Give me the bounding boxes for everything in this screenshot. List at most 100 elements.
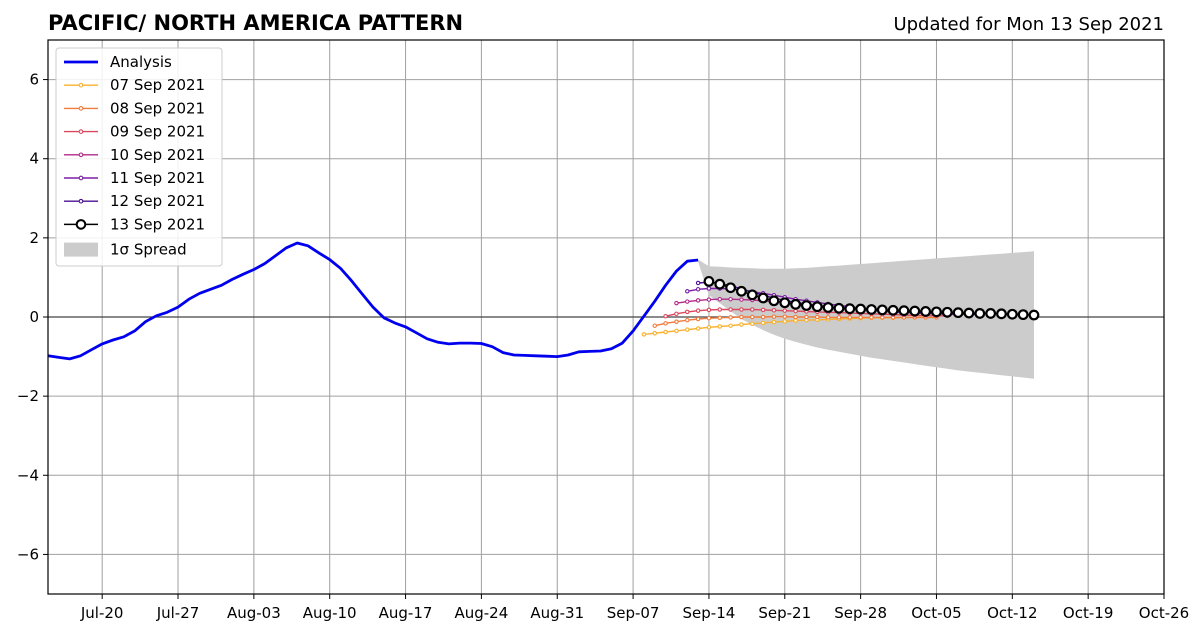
forecast-point — [706, 297, 712, 302]
y-tick-label: −6 — [17, 545, 39, 563]
x-tick-label: Jul-20 — [80, 604, 124, 622]
current-forecast-point — [920, 306, 932, 317]
legend-label: 11 Sep 2021 — [110, 169, 205, 187]
y-tick-label: 6 — [29, 71, 39, 89]
legend-label: 08 Sep 2021 — [110, 99, 205, 117]
forecast-point — [760, 314, 766, 320]
forecast-point — [717, 315, 723, 321]
forecast-point — [695, 298, 701, 303]
forecast-point — [685, 317, 690, 323]
x-tick-label: Jul-27 — [156, 604, 200, 622]
x-tick-label: Sep-21 — [758, 604, 811, 622]
legend-forecast-marker — [78, 152, 84, 158]
plot-area: Jul-20 Jul-27 Aug-03 Aug-10 Aug-17 Aug-24 Aug-… — [17, 39, 1189, 622]
forecast-point — [760, 307, 766, 313]
forecast-point — [695, 287, 701, 292]
forecast-point — [685, 299, 690, 304]
forecast-point — [706, 307, 712, 313]
legend-box — [55, 47, 223, 267]
forecast-point — [717, 324, 723, 329]
x-tick-label: Sep-14 — [683, 604, 736, 622]
forecast-point — [750, 307, 755, 312]
forecast-point — [695, 316, 701, 322]
forecast-point — [674, 311, 679, 317]
forecast-point — [695, 280, 701, 286]
chart-subtitle: Updated for Mon 13 Sep 2021 — [893, 14, 1164, 35]
forecast-point — [815, 314, 820, 320]
current-forecast-point — [746, 289, 758, 301]
current-forecast-point — [974, 308, 986, 319]
forecast-point — [728, 296, 733, 302]
legend-forecast-marker — [78, 129, 84, 134]
forecast-point — [793, 314, 798, 320]
y-tick-label: 2 — [29, 229, 39, 247]
forecast-point — [706, 325, 712, 330]
legend-current-marker — [75, 219, 87, 230]
forecast-point — [674, 328, 679, 334]
forecast-point — [652, 323, 658, 328]
x-tick-label: Aug-17 — [379, 604, 433, 622]
forecast-point — [739, 322, 744, 327]
current-forecast-point — [876, 304, 888, 316]
x-tick-label: Oct-05 — [911, 604, 961, 622]
forecast-point — [641, 332, 647, 337]
legend-forecast-marker — [78, 198, 84, 204]
legend-forecast-marker — [78, 106, 84, 111]
current-forecast-point — [811, 301, 823, 313]
current-forecast-point — [768, 295, 780, 307]
forecast-point — [674, 300, 679, 306]
forecast-point — [782, 319, 788, 324]
current-forecast-point — [855, 303, 867, 315]
current-forecast-point — [790, 298, 802, 310]
x-tick-label: Aug-03 — [227, 604, 281, 622]
current-forecast-point — [952, 307, 964, 319]
forecast-point — [739, 297, 744, 302]
current-forecast-point — [887, 304, 899, 316]
legend-label: 10 Sep 2021 — [110, 146, 205, 164]
current-forecast-point — [898, 305, 910, 317]
forecast-point — [706, 315, 712, 321]
current-forecast-point — [1006, 308, 1018, 320]
forecast-point — [663, 313, 668, 319]
x-tick-label: Aug-24 — [454, 604, 508, 622]
forecast-point — [782, 314, 788, 319]
legend-forecast-marker — [78, 175, 84, 181]
legend-label: 1σ Spread — [110, 241, 187, 259]
analysis-line — [47, 241, 699, 361]
forecast-point — [685, 289, 690, 294]
legend-label: 07 Sep 2021 — [110, 76, 205, 94]
forecast-point — [739, 314, 744, 320]
current-forecast-point — [1017, 309, 1029, 321]
current-forecast-point — [931, 306, 942, 318]
x-tick-label: Oct-19 — [1063, 604, 1113, 622]
current-forecast-point — [822, 302, 834, 313]
forecast-point — [760, 320, 766, 326]
forecast-point — [739, 307, 744, 312]
y-tick-label: −4 — [17, 466, 39, 484]
x-tick-label: Sep-28 — [834, 604, 887, 622]
y-tick-label: 0 — [29, 308, 39, 326]
forecast-point — [825, 315, 831, 320]
forecast-point — [695, 308, 701, 313]
forecast-point — [706, 286, 712, 291]
spread-band — [698, 251, 1034, 379]
forecast-point — [663, 321, 668, 326]
current-forecast-point — [985, 308, 997, 319]
current-forecast-point — [996, 308, 1007, 320]
forecast-point — [685, 327, 690, 332]
forecast-point — [674, 319, 679, 324]
forecast-point — [685, 309, 690, 315]
legend-label: 12 Sep 2021 — [110, 192, 205, 210]
forecast-point — [663, 329, 668, 335]
forecast-point — [728, 315, 733, 320]
x-tick-label: Oct-12 — [987, 604, 1037, 622]
x-tick-label: Oct-26 — [1139, 604, 1189, 622]
current-forecast-point — [1028, 309, 1040, 321]
forecast-point — [771, 319, 777, 325]
current-forecast-point — [844, 303, 856, 315]
forecast-point — [869, 315, 874, 320]
current-forecast-point — [941, 306, 953, 318]
current-forecast-point — [757, 292, 769, 304]
chart-title: PACIFIC/ NORTH AMERICA PATTERN — [48, 11, 463, 35]
